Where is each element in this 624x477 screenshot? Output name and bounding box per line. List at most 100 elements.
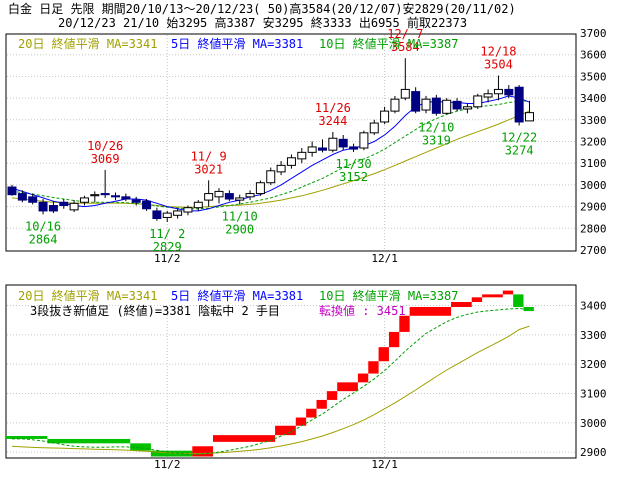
candle xyxy=(48,201,58,214)
annotation-date: 12/22 xyxy=(501,130,537,144)
line-break-brick xyxy=(378,347,389,362)
candle-body xyxy=(17,193,27,201)
candle-body xyxy=(204,193,214,201)
annotation-value: 3319 xyxy=(422,134,451,148)
line-break-brick xyxy=(388,331,400,348)
candle xyxy=(17,190,27,203)
line-break-brick xyxy=(502,290,514,295)
candle xyxy=(462,103,472,114)
annotation-value: 2900 xyxy=(225,222,254,236)
y-tick-label: 3700 xyxy=(580,27,607,40)
candle-body xyxy=(245,193,255,198)
candle xyxy=(514,85,524,126)
candle-body xyxy=(328,137,338,151)
candle-body xyxy=(318,147,327,151)
y-tick-label: 3000 xyxy=(580,417,607,430)
y-tick-label: 3400 xyxy=(580,300,607,313)
annotation-date: 12/ 7 xyxy=(387,27,423,41)
candle xyxy=(131,196,141,206)
header-line2: 20/12/23 21/10 始3295 高3387 安3295 終3333 出… xyxy=(58,15,467,30)
candle xyxy=(204,180,214,207)
candlesticks xyxy=(7,58,534,223)
line-break-brick xyxy=(471,297,483,303)
x-tick-label: 12/1 xyxy=(371,252,398,265)
candle xyxy=(483,89,493,103)
line-break-brick xyxy=(326,391,338,400)
candle-body xyxy=(390,98,400,112)
candle-body xyxy=(493,88,503,95)
candle xyxy=(121,193,131,202)
annotation-value: 3584 xyxy=(391,40,420,54)
y-tick-label: 3300 xyxy=(580,114,607,127)
line-break-brick xyxy=(409,306,452,316)
line-break-brick xyxy=(150,450,193,457)
candle-body xyxy=(173,210,183,216)
candle-body xyxy=(193,201,203,209)
line-break-y-axis: 2900 3000 3100 3200 3300 3400 xyxy=(580,300,607,460)
candle xyxy=(100,169,110,198)
lb-ma-green-line xyxy=(12,307,530,455)
candle xyxy=(193,200,203,211)
legend-item: 5日 終値平滑 MA=3381 xyxy=(171,36,303,51)
line-break-brick xyxy=(316,399,327,409)
candle xyxy=(79,195,89,206)
y-tick-label: 2800 xyxy=(580,222,607,235)
candle xyxy=(59,199,69,209)
y-tick-label: 3100 xyxy=(580,387,607,400)
candle-body xyxy=(121,196,131,200)
y-tick-label: 3200 xyxy=(580,358,607,371)
annotation-date: 11/ 9 xyxy=(191,149,227,163)
annotation-value: 2829 xyxy=(153,240,182,254)
candle-body xyxy=(421,98,431,111)
candle xyxy=(162,210,172,223)
annotation-value: 3274 xyxy=(505,143,534,157)
y-tick-label: 3000 xyxy=(580,179,607,192)
x-tick-label: 12/1 xyxy=(371,458,398,471)
candle-body xyxy=(462,106,472,110)
candle xyxy=(255,180,265,196)
y-tick-label: 2900 xyxy=(580,201,607,214)
y-tick-label: 3600 xyxy=(580,49,607,62)
annotation-value: 3504 xyxy=(484,58,513,72)
annotation-value: 3152 xyxy=(339,170,368,184)
lb-ma-gold-line xyxy=(11,325,530,455)
candle-body xyxy=(473,95,483,108)
candle xyxy=(266,167,276,185)
candle-body xyxy=(48,205,58,212)
candle xyxy=(69,200,79,213)
header-line1: 白金 日足 先限 期間20/10/13～20/12/23( 50)高3584(2… xyxy=(8,1,516,16)
y-tick-label: 2700 xyxy=(580,244,607,257)
line-break-brick xyxy=(295,417,307,426)
ma20-line xyxy=(11,110,530,208)
candle xyxy=(286,154,296,169)
annotation-date: 12/10 xyxy=(418,121,454,135)
annotation-value: 2864 xyxy=(29,232,58,246)
candle-body xyxy=(224,193,234,200)
ma10-line xyxy=(11,100,530,210)
candle xyxy=(421,95,431,114)
candle xyxy=(411,87,421,114)
candle xyxy=(369,119,379,135)
line-break-brick xyxy=(213,435,276,442)
legend-item: 10日 終値平滑 MA=3387 xyxy=(319,36,458,51)
candle-body xyxy=(162,212,172,218)
candle xyxy=(90,191,100,203)
candle-body xyxy=(483,93,493,98)
line-break-subtitle: 3段抜き新値足 (終値)=3381 陰転中 2 手目 xyxy=(30,303,280,318)
candle-body xyxy=(59,201,69,207)
y-tick-label: 3100 xyxy=(580,157,607,170)
x-tick-label: 11/2 xyxy=(154,458,181,471)
annotation-date: 11/26 xyxy=(315,101,351,115)
candle-body xyxy=(349,146,359,150)
line-break-brick xyxy=(6,436,48,439)
candle-body xyxy=(338,138,348,148)
y-tick-label: 3400 xyxy=(580,92,607,105)
line-break-brick xyxy=(368,361,379,374)
candle-body xyxy=(183,207,193,213)
y-tick-label: 3300 xyxy=(580,329,607,342)
candle xyxy=(452,98,462,112)
y-tick-label: 3200 xyxy=(580,136,607,149)
line-break-ma-lines xyxy=(11,307,530,455)
candle xyxy=(183,205,193,216)
